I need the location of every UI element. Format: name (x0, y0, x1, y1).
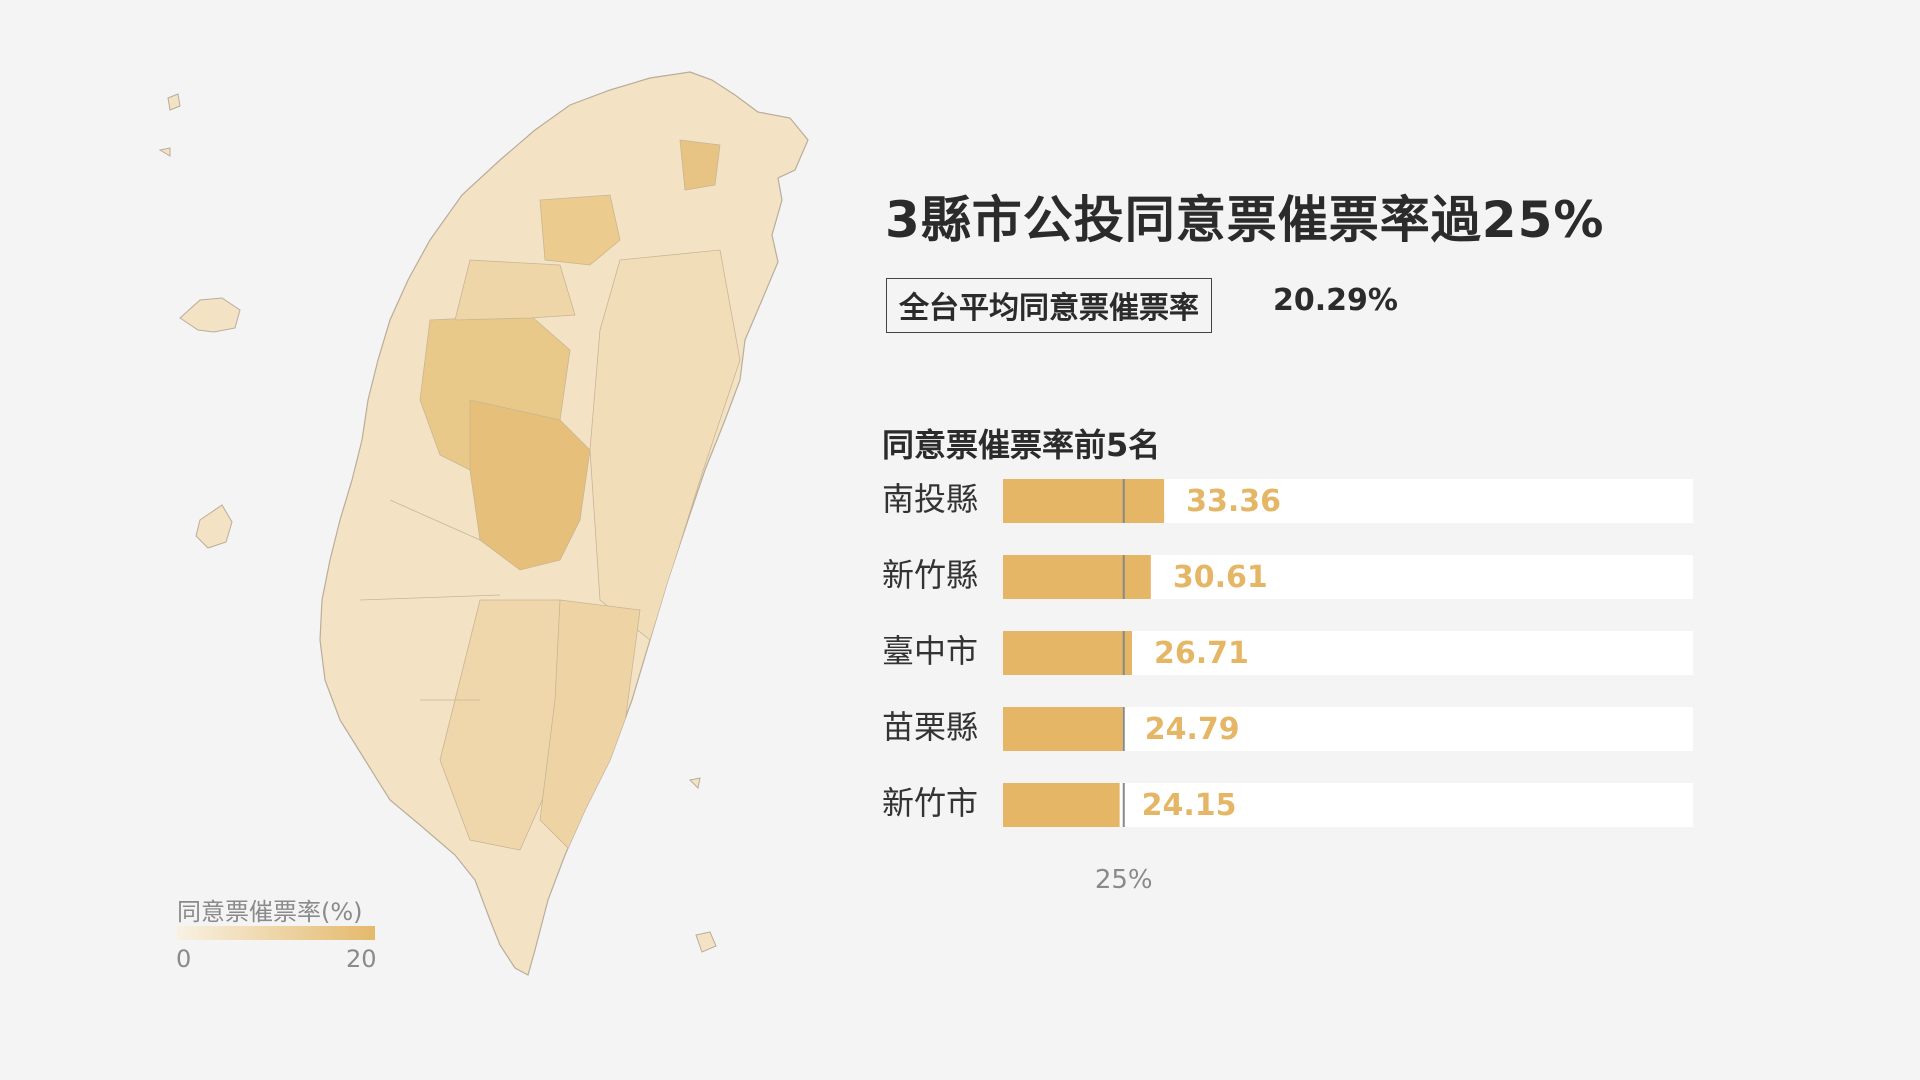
bar-track (1003, 479, 1693, 523)
taiwan-choropleth-map (0, 0, 880, 1080)
category-label: 臺中市 (882, 632, 978, 670)
ranking-title: 同意票催票率前5名 (882, 426, 1161, 464)
category-label: 新竹縣 (882, 556, 978, 594)
penghu-islands (195, 504, 233, 549)
region-taipei (679, 139, 721, 191)
bar-value-label: 26.71 (1154, 636, 1249, 671)
category-label: 新竹市 (882, 784, 978, 822)
legend-max-label: 20 (346, 945, 377, 973)
bar (1003, 783, 1120, 827)
category-label: 苗栗縣 (882, 708, 978, 746)
bar (1003, 555, 1151, 599)
bar-track (1003, 783, 1693, 827)
legend-title: 同意票催票率(%) (177, 898, 363, 926)
bar-value-label: 24.15 (1142, 788, 1237, 823)
region-miaoli (454, 259, 576, 321)
bar-track (1003, 555, 1693, 599)
reference-line-label: 25% (1095, 865, 1153, 895)
bar-value-label: 33.36 (1186, 484, 1281, 519)
chart-title: 3縣市公投同意票催票率過25% (885, 191, 1605, 249)
average-value: 20.29% (1273, 283, 1398, 318)
bar (1003, 631, 1133, 675)
average-label-box: 全台平均同意票催票率 (886, 278, 1212, 333)
bar (1003, 479, 1165, 523)
bar (1003, 707, 1123, 751)
bar-track (1003, 631, 1693, 675)
legend-min-label: 0 (176, 945, 192, 973)
region-nantou (469, 399, 591, 571)
region-east (589, 249, 741, 641)
bar-value-label: 30.61 (1173, 560, 1268, 595)
taiwan-island (319, 71, 809, 976)
region-hsinchu (539, 194, 621, 266)
legend-gradient-bar (177, 926, 375, 940)
outlying-islands (158, 93, 717, 953)
bar-track (1003, 707, 1693, 751)
map-svg (158, 71, 809, 976)
kinmen-island (179, 297, 241, 333)
category-label: 南投縣 (882, 480, 978, 518)
bar-value-label: 24.79 (1145, 712, 1240, 747)
